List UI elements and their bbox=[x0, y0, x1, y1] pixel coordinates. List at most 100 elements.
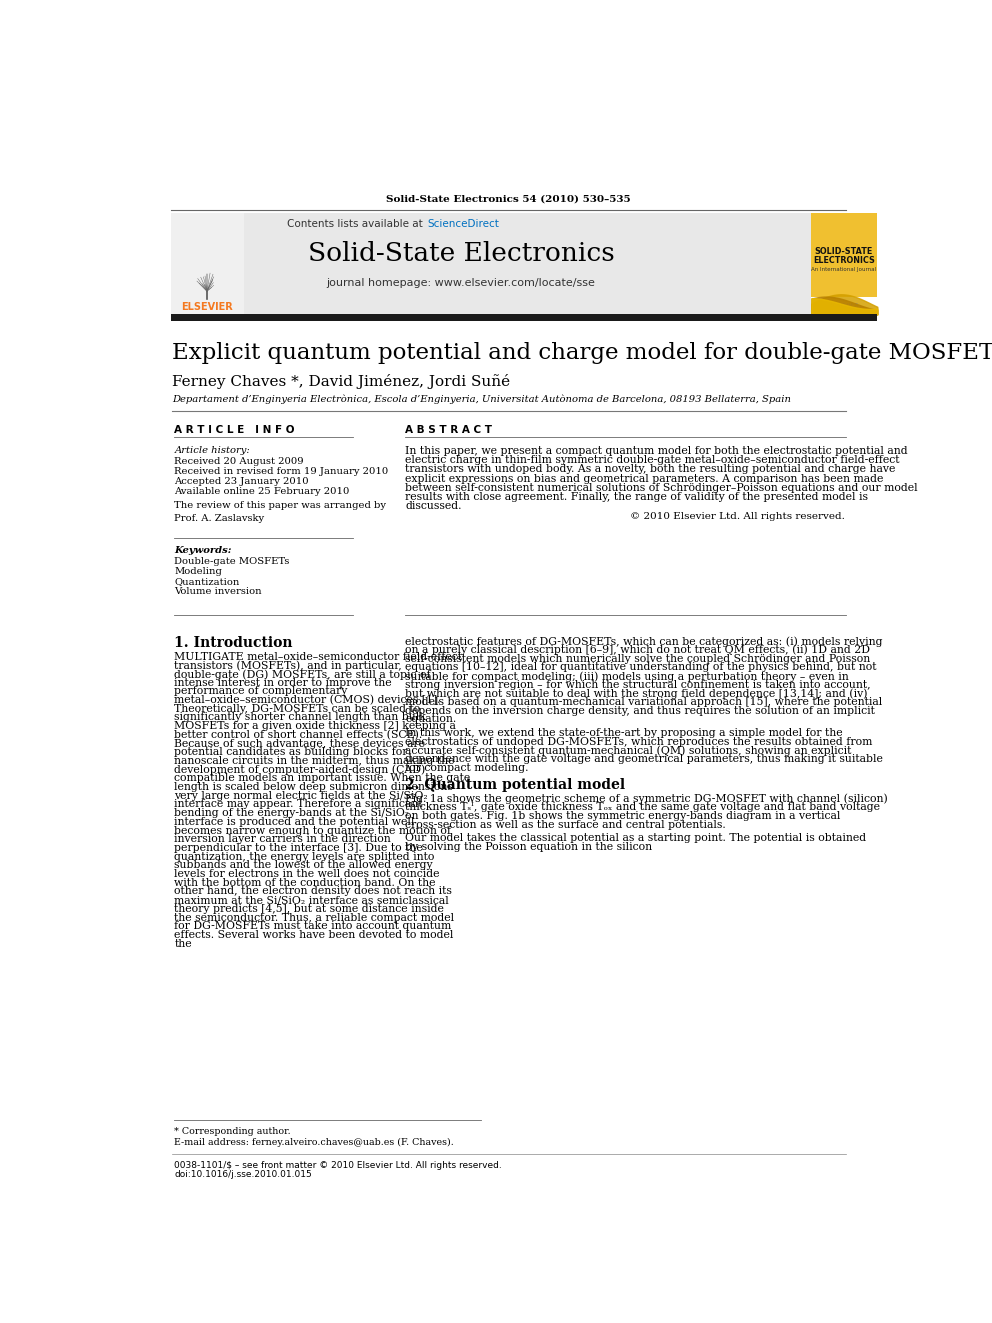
Text: Keywords:: Keywords: bbox=[175, 546, 232, 556]
Text: on a purely classical description [6–9], which do not treat QM effects, (ii) 1D : on a purely classical description [6–9],… bbox=[406, 644, 870, 655]
Text: Received 20 August 2009: Received 20 August 2009 bbox=[175, 456, 304, 466]
Text: on both gates. Fig. 1b shows the symmetric energy-bands diagram in a vertical: on both gates. Fig. 1b shows the symmetr… bbox=[406, 811, 840, 820]
Text: electrostatic features of DG-MOSFETs, which can be categorized as: (i) models re: electrostatic features of DG-MOSFETs, wh… bbox=[406, 636, 883, 647]
Text: The review of this paper was arranged by
Prof. A. Zaslavsky: The review of this paper was arranged by… bbox=[175, 501, 386, 523]
Text: length is scaled below deep submicron dimensions: length is scaled below deep submicron di… bbox=[175, 782, 453, 792]
Text: Theoretically, DG-MOSFETs can be scaled to: Theoretically, DG-MOSFETs can be scaled … bbox=[175, 704, 421, 714]
Text: Available online 25 February 2010: Available online 25 February 2010 bbox=[175, 487, 350, 496]
Text: Double-gate MOSFETs: Double-gate MOSFETs bbox=[175, 557, 290, 566]
Text: quantization, the energy levels are splitted into: quantization, the energy levels are spli… bbox=[175, 852, 434, 861]
Text: 0038-1101/$ – see front matter © 2010 Elsevier Ltd. All rights reserved.: 0038-1101/$ – see front matter © 2010 El… bbox=[175, 1162, 502, 1171]
Text: discussed.: discussed. bbox=[406, 501, 462, 512]
Text: Article history:: Article history: bbox=[175, 446, 250, 455]
Text: interface is produced and the potential well: interface is produced and the potential … bbox=[175, 816, 415, 827]
Text: the semiconductor. Thus, a reliable compact model: the semiconductor. Thus, a reliable comp… bbox=[175, 913, 454, 922]
Text: performance of complementary: performance of complementary bbox=[175, 687, 348, 696]
Text: In this work, we extend the state-of-the-art by proposing a simple model for the: In this work, we extend the state-of-the… bbox=[406, 729, 843, 738]
Text: suitable for compact modeling; (iii) models using a perturbation theory – even i: suitable for compact modeling; (iii) mod… bbox=[406, 671, 849, 681]
Bar bbox=[171, 315, 877, 321]
Text: An International Journal: An International Journal bbox=[811, 267, 877, 273]
Text: significantly shorter channel length than bulk: significantly shorter channel length tha… bbox=[175, 713, 427, 722]
Text: ELSEVIER: ELSEVIER bbox=[182, 302, 233, 312]
Text: thickness Tₛᴵ, gate oxide thickness Tₒₓ and the same gate voltage and flat band : thickness Tₛᴵ, gate oxide thickness Tₒₓ … bbox=[406, 802, 880, 812]
Text: Fig. 1a shows the geometric scheme of a symmetric DG-MOSFET with channel (silico: Fig. 1a shows the geometric scheme of a … bbox=[406, 794, 888, 804]
Text: Received in revised form 19 January 2010: Received in revised form 19 January 2010 bbox=[175, 467, 389, 476]
Text: Ferney Chaves *, David Jiménez, Jordi Suñé: Ferney Chaves *, David Jiménez, Jordi Su… bbox=[172, 374, 510, 389]
Text: Accepted 23 January 2010: Accepted 23 January 2010 bbox=[175, 476, 309, 486]
Text: Solid-State Electronics 54 (2010) 530–535: Solid-State Electronics 54 (2010) 530–53… bbox=[386, 194, 631, 204]
Text: the: the bbox=[175, 939, 192, 949]
Text: 2. Quantum potential model: 2. Quantum potential model bbox=[406, 778, 625, 792]
Text: subbands and the lowest of the allowed energy: subbands and the lowest of the allowed e… bbox=[175, 860, 433, 871]
Text: Contents lists available at: Contents lists available at bbox=[288, 220, 427, 229]
Text: Our model takes the classical potential as a starting point. The potential is ob: Our model takes the classical potential … bbox=[406, 833, 866, 844]
Text: theory predicts [4,5], but at some distance inside: theory predicts [4,5], but at some dista… bbox=[175, 904, 444, 914]
Text: ScienceDirect: ScienceDirect bbox=[428, 220, 500, 229]
Text: accurate self-consistent quantum-mechanical (QM) solutions, showing an explicit: accurate self-consistent quantum-mechani… bbox=[406, 746, 852, 757]
Text: electrostatics of undoped DG-MOSFETs, which reproduces the results obtained from: electrostatics of undoped DG-MOSFETs, wh… bbox=[406, 737, 873, 747]
Text: maximum at the Si/SiO₂ interface as semiclassical: maximum at the Si/SiO₂ interface as semi… bbox=[175, 896, 449, 905]
Text: 1. Introduction: 1. Introduction bbox=[175, 636, 293, 650]
Bar bbox=[171, 213, 811, 315]
Text: potential candidates as building blocks for: potential candidates as building blocks … bbox=[175, 747, 408, 757]
Text: levels for electrons in the well does not coincide: levels for electrons in the well does no… bbox=[175, 869, 439, 878]
Text: inversion layer carriers in the direction: inversion layer carriers in the directio… bbox=[175, 835, 391, 844]
Text: ELECTRONICS: ELECTRONICS bbox=[813, 255, 875, 265]
Text: E-mail address: ferney.alveiro.chaves@uab.es (F. Chaves).: E-mail address: ferney.alveiro.chaves@ua… bbox=[175, 1138, 454, 1147]
Text: metal–oxide–semiconductor (CMOS) devices [1].: metal–oxide–semiconductor (CMOS) devices… bbox=[175, 695, 440, 705]
Text: but which are not suitable to deal with the strong field dependence [13,14]; and: but which are not suitable to deal with … bbox=[406, 688, 868, 699]
Text: A R T I C L E   I N F O: A R T I C L E I N F O bbox=[175, 425, 295, 435]
Text: In this paper, we present a compact quantum model for both the electrostatic pot: In this paper, we present a compact quan… bbox=[406, 446, 908, 456]
Text: double-gate (DG) MOSFETs, are still a topic of: double-gate (DG) MOSFETs, are still a to… bbox=[175, 669, 431, 680]
Text: Quantization: Quantization bbox=[175, 577, 240, 586]
Text: SOLID-STATE: SOLID-STATE bbox=[814, 246, 873, 255]
Text: explicit expressions on bias and geometrical parameters. A comparison has been m: explicit expressions on bias and geometr… bbox=[406, 474, 884, 484]
Text: perpendicular to the interface [3]. Due to the: perpendicular to the interface [3]. Due … bbox=[175, 843, 424, 853]
Text: for DG-MOSFETs must take into account quantum: for DG-MOSFETs must take into account qu… bbox=[175, 921, 451, 931]
Text: electric charge in thin-film symmetric double-gate metal–oxide–semiconductor fie: electric charge in thin-film symmetric d… bbox=[406, 455, 900, 466]
Text: effects. Several works have been devoted to model: effects. Several works have been devoted… bbox=[175, 930, 453, 941]
Text: journal homepage: www.elsevier.com/locate/sse: journal homepage: www.elsevier.com/locat… bbox=[326, 279, 595, 288]
Text: compatible models an important issue. When the gate: compatible models an important issue. Wh… bbox=[175, 774, 470, 783]
Text: doi:10.1016/j.sse.2010.01.015: doi:10.1016/j.sse.2010.01.015 bbox=[175, 1170, 312, 1179]
Text: other hand, the electron density does not reach its: other hand, the electron density does no… bbox=[175, 886, 452, 897]
Text: Explicit quantum potential and charge model for double-gate MOSFETs: Explicit quantum potential and charge mo… bbox=[172, 341, 992, 364]
Bar bbox=[811, 213, 877, 315]
Text: equations [10–12], ideal for quantitative understanding of the physics behind, b: equations [10–12], ideal for quantitativ… bbox=[406, 663, 877, 672]
Text: with the bottom of the conduction band. On the: with the bottom of the conduction band. … bbox=[175, 877, 435, 888]
Text: nanoscale circuits in the midterm, thus making the: nanoscale circuits in the midterm, thus … bbox=[175, 755, 455, 766]
Text: Modeling: Modeling bbox=[175, 566, 222, 576]
Text: A B S T R A C T: A B S T R A C T bbox=[406, 425, 492, 435]
Bar bbox=[811, 298, 877, 315]
Text: Departament d’Enginyeria Electrònica, Escola d’Enginyeria, Universitat Autònoma : Departament d’Enginyeria Electrònica, Es… bbox=[172, 394, 791, 404]
Text: by solving the Poisson equation in the silicon: by solving the Poisson equation in the s… bbox=[406, 843, 653, 852]
Text: intense interest in order to improve the: intense interest in order to improve the bbox=[175, 677, 392, 688]
Text: bending of the energy-bands at the Si/SiO₂: bending of the energy-bands at the Si/Si… bbox=[175, 808, 410, 818]
Text: strong inversion region – for which the structural confinement is taken into acc: strong inversion region – for which the … bbox=[406, 680, 871, 689]
Text: development of computer-aided-design (CAD): development of computer-aided-design (CA… bbox=[175, 765, 426, 775]
Text: transistors with undoped body. As a novelty, both the resulting potential and ch: transistors with undoped body. As a nove… bbox=[406, 464, 896, 475]
Text: self-consistent models which numerically solve the coupled Schrödinger and Poiss: self-consistent models which numerically… bbox=[406, 654, 871, 664]
Bar bbox=[171, 213, 244, 315]
Text: ELSEVIER: ELSEVIER bbox=[829, 303, 859, 308]
Text: Volume inversion: Volume inversion bbox=[175, 587, 262, 595]
Text: for compact modeling.: for compact modeling. bbox=[406, 763, 529, 773]
Text: transistors (MOSFETs), and in particular,: transistors (MOSFETs), and in particular… bbox=[175, 660, 402, 671]
Text: depends on the inversion charge density, and thus requires the solution of an im: depends on the inversion charge density,… bbox=[406, 705, 875, 716]
Text: equation.: equation. bbox=[406, 714, 456, 725]
Text: results with close agreement. Finally, the range of validity of the presented mo: results with close agreement. Finally, t… bbox=[406, 492, 868, 503]
Text: Solid-State Electronics: Solid-State Electronics bbox=[308, 241, 614, 266]
Text: very large normal electric fields at the Si/SiO₂: very large normal electric fields at the… bbox=[175, 791, 429, 800]
Text: dependence with the gate voltage and geometrical parameters, thus making it suit: dependence with the gate voltage and geo… bbox=[406, 754, 883, 765]
Text: better control of short channel effects (SCE).: better control of short channel effects … bbox=[175, 730, 423, 740]
Text: © 2010 Elsevier Ltd. All rights reserved.: © 2010 Elsevier Ltd. All rights reserved… bbox=[630, 512, 845, 521]
Text: models based on a quantum-mechanical variational approach [15], where the potent: models based on a quantum-mechanical var… bbox=[406, 697, 883, 706]
Text: interface may appear. Therefore a significant: interface may appear. Therefore a signif… bbox=[175, 799, 423, 810]
Text: * Corresponding author.: * Corresponding author. bbox=[175, 1127, 291, 1136]
Text: MULTIGATE metal–oxide–semiconductor field-effect: MULTIGATE metal–oxide–semiconductor fiel… bbox=[175, 651, 462, 662]
Text: Because of such advantage, these devices are: Because of such advantage, these devices… bbox=[175, 738, 426, 749]
Text: becomes narrow enough to quantize the motion of: becomes narrow enough to quantize the mo… bbox=[175, 826, 451, 836]
Text: between self-consistent numerical solutions of Schrödinger–Poisson equations and: between self-consistent numerical soluti… bbox=[406, 483, 918, 493]
Text: cross-section as well as the surface and central potentials.: cross-section as well as the surface and… bbox=[406, 819, 726, 830]
Text: MOSFETs for a given oxide thickness [2] keeping a: MOSFETs for a given oxide thickness [2] … bbox=[175, 721, 456, 732]
